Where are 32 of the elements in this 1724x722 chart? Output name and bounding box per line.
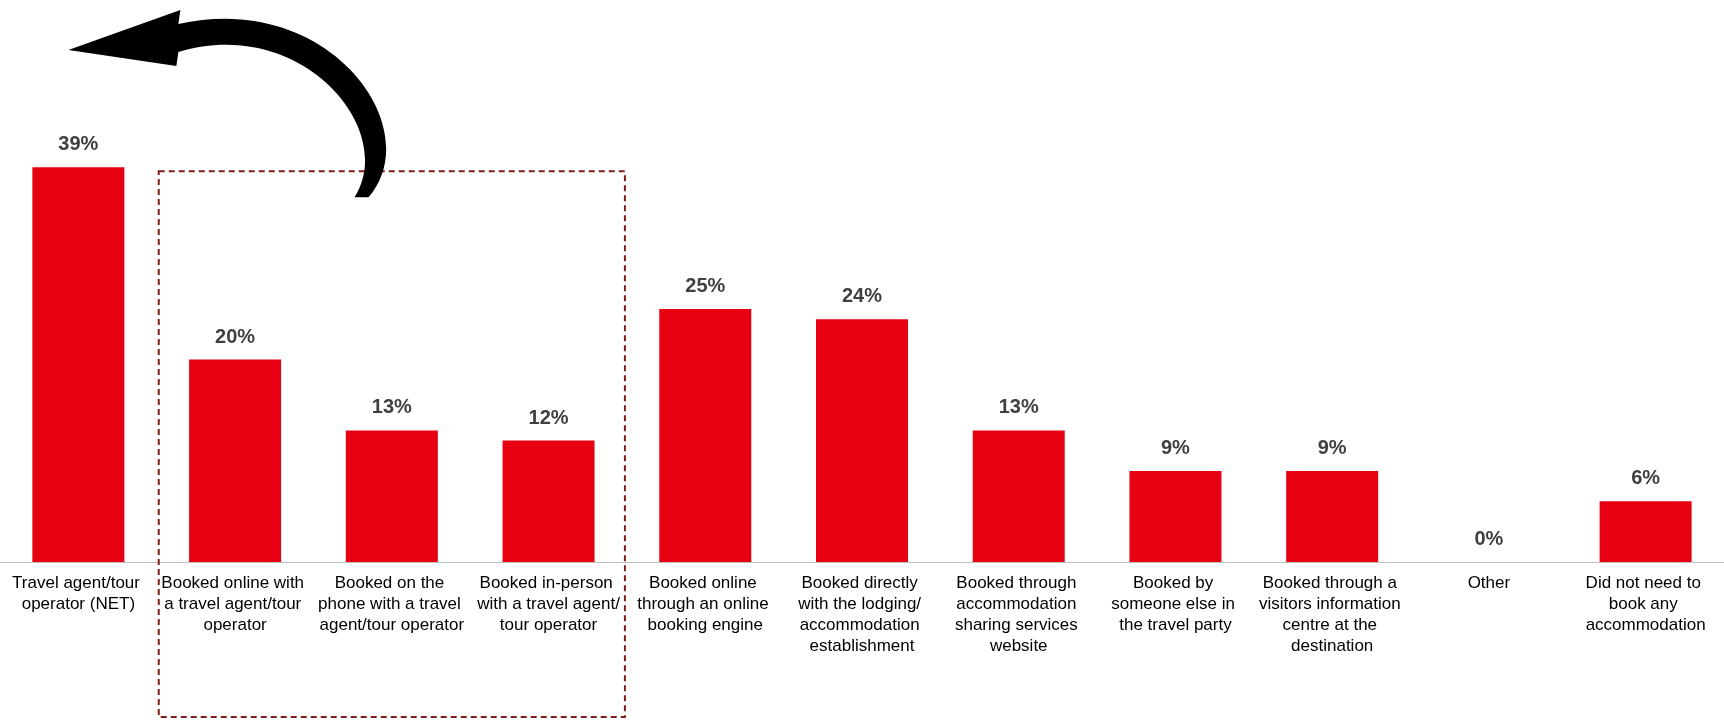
x-tick-label: Booked through a visitors information centre at the destination [1258,573,1406,655]
bar [659,309,752,562]
bar [189,359,282,562]
x-tick-label: Other [1467,573,1511,592]
bar [502,440,595,562]
x-tick-label: Booked through accommodation sharing services website [954,573,1083,655]
data-label: 6% [1631,466,1661,489]
data-label: 25% [685,274,726,297]
x-tick-label: Booked by someone else in the travel party [1111,573,1240,634]
data-label: 12% [528,405,569,428]
data-label: 13% [371,395,413,418]
x-tick-label: Booked online through an online booking engine [637,573,774,634]
x-tick-label: Did not need to book any accommodation [1585,573,1706,634]
x-tick-label: Booked directly with the lodging/ accommodation establishment [797,573,926,655]
data-label: 9% [1161,435,1191,458]
bar [345,430,438,562]
data-label: 20% [215,324,256,347]
bar [1286,470,1379,562]
x-tick-label: Travel agent/tour operator (NET) [12,573,145,613]
data-label: 13% [998,395,1039,418]
x-tick-label: Booked on the phone with a travel agent/tour operator [318,573,466,634]
data-label: 0% [1474,527,1504,549]
data-label: 24% [841,284,883,307]
bar [972,430,1065,562]
x-tick-label: Booked online with a travel agent/tour operator [161,573,309,634]
bar [1129,470,1222,562]
x-tick-label: Booked in-person with a travel agent/tour operator [476,573,621,634]
bar [816,319,908,562]
data-label: 39% [58,132,99,155]
data-label: 9% [1317,435,1347,458]
bar [1599,501,1692,562]
bar [32,167,125,562]
